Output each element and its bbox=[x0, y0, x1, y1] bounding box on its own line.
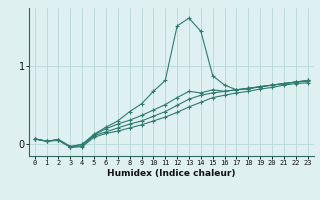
X-axis label: Humidex (Indice chaleur): Humidex (Indice chaleur) bbox=[107, 169, 236, 178]
